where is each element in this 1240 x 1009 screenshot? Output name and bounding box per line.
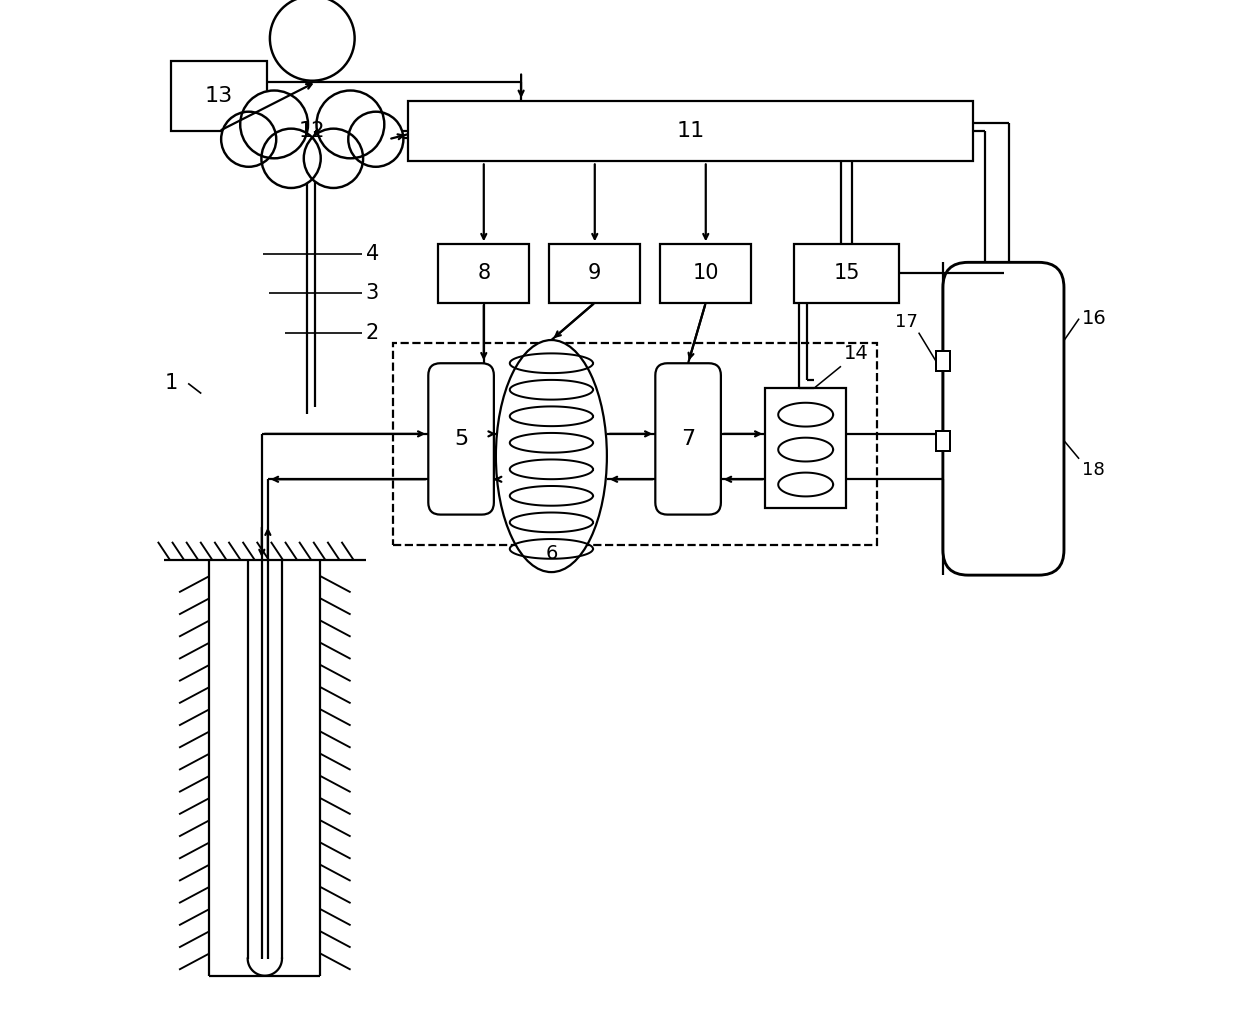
Text: 8: 8 <box>477 263 490 284</box>
FancyBboxPatch shape <box>655 363 720 515</box>
Bar <box>393 343 877 545</box>
Bar <box>794 244 899 303</box>
Text: 13: 13 <box>205 86 233 106</box>
Text: 12: 12 <box>299 121 326 141</box>
Text: 9: 9 <box>588 263 601 284</box>
Bar <box>439 244 529 303</box>
FancyBboxPatch shape <box>428 363 494 515</box>
Ellipse shape <box>496 340 606 572</box>
Bar <box>549 244 640 303</box>
Text: 5: 5 <box>454 429 469 449</box>
Text: 11: 11 <box>677 121 704 141</box>
Circle shape <box>262 129 321 188</box>
Circle shape <box>316 91 384 158</box>
Text: 2: 2 <box>366 323 379 343</box>
Text: 17: 17 <box>895 313 918 331</box>
Circle shape <box>270 0 355 81</box>
Text: 15: 15 <box>833 263 859 284</box>
Text: 6: 6 <box>546 545 558 563</box>
Bar <box>661 244 751 303</box>
Text: 4: 4 <box>366 244 379 264</box>
Text: 10: 10 <box>692 263 719 284</box>
Text: 16: 16 <box>1083 309 1107 328</box>
Bar <box>765 388 846 508</box>
Bar <box>936 431 950 451</box>
Circle shape <box>304 129 363 188</box>
Bar <box>408 101 973 161</box>
Circle shape <box>348 112 403 166</box>
Bar <box>171 61 267 131</box>
Text: 18: 18 <box>1083 461 1105 479</box>
Text: 1: 1 <box>165 373 177 394</box>
Bar <box>936 351 950 371</box>
Text: 3: 3 <box>366 283 379 303</box>
Text: 7: 7 <box>681 429 696 449</box>
Text: 14: 14 <box>843 344 868 363</box>
FancyBboxPatch shape <box>942 262 1064 575</box>
Circle shape <box>221 112 277 166</box>
Circle shape <box>241 91 308 158</box>
